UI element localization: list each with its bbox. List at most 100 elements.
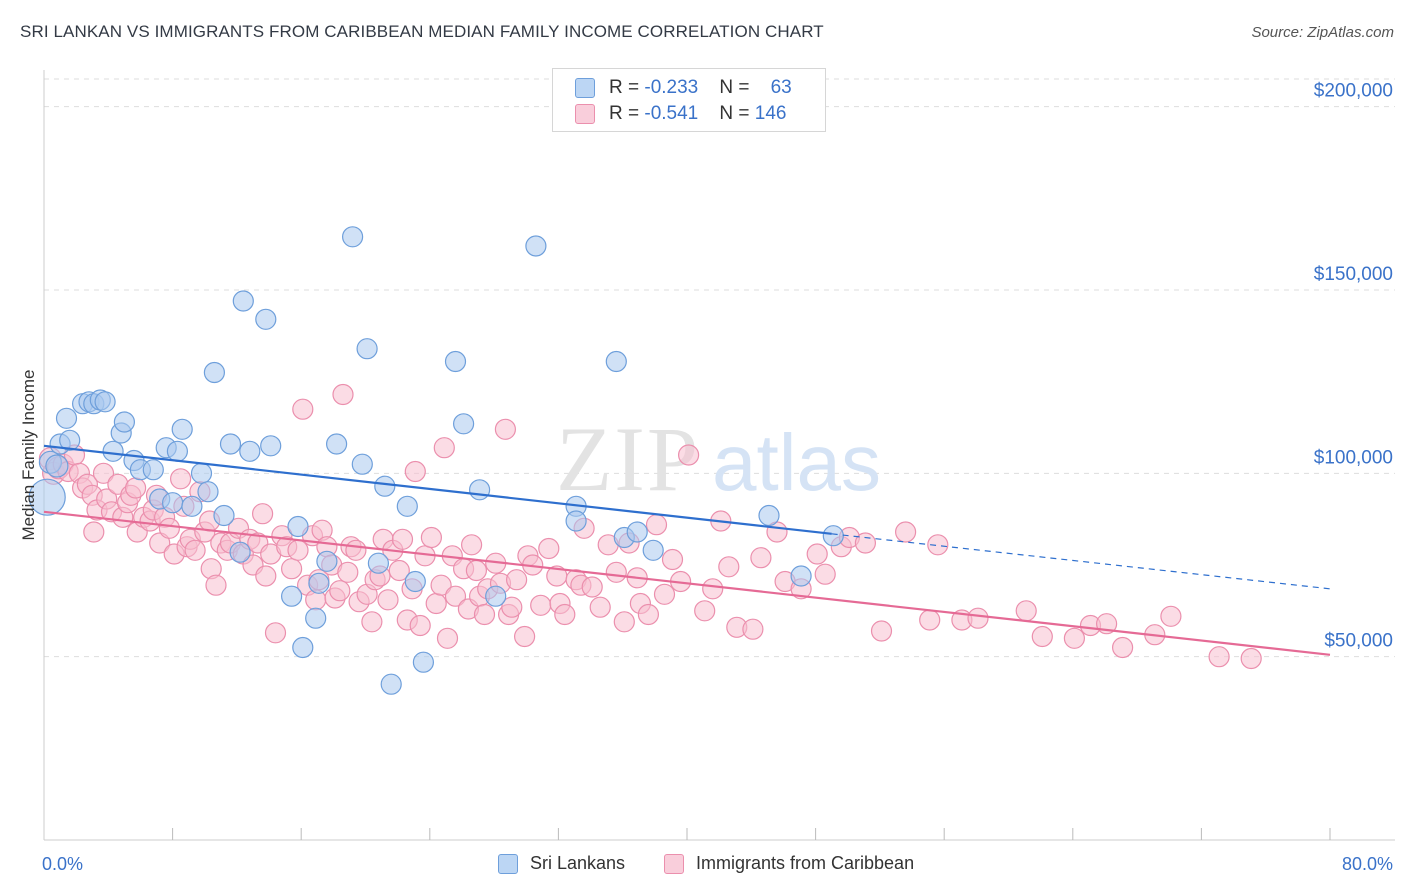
- srilankan-point-32: [260, 435, 282, 457]
- caribbean-point-135: [750, 547, 772, 569]
- caribbean-point-82: [409, 614, 431, 637]
- srilankan-point-49: [444, 350, 467, 373]
- srilankan-point-56: [605, 350, 627, 373]
- srilankan-point-24: [197, 481, 219, 503]
- caribbean-point-150: [1015, 600, 1037, 622]
- caribbean-point-88: [436, 627, 459, 649]
- caribbean-point-103: [505, 569, 528, 591]
- watermark-zip: ZIP: [556, 408, 700, 510]
- srilankan-point-44: [374, 475, 396, 497]
- srilankan-point-33: [281, 585, 303, 607]
- srilankan-point-48: [412, 651, 434, 673]
- x-tick-label-min: 0.0%: [42, 854, 83, 874]
- srilankan-point-20: [166, 440, 188, 462]
- srilankan-point-37: [308, 572, 330, 594]
- srilankan-point-60: [758, 504, 780, 527]
- caribbean-point-19: [125, 477, 147, 499]
- caribbean-point-129: [694, 600, 716, 622]
- caribbean-point-100: [494, 418, 516, 440]
- caribbean-point-108: [538, 537, 560, 560]
- blue-swatch: [498, 854, 518, 874]
- caribbean-point-151: [1031, 625, 1053, 648]
- caribbean-point-124: [645, 514, 668, 536]
- srilankan-point-23: [190, 462, 213, 484]
- srilankan-point-30: [232, 290, 254, 312]
- srilankan-point-27: [219, 433, 242, 455]
- caribbean-point-146: [919, 609, 941, 631]
- srilankan-point-31: [255, 308, 277, 330]
- caribbean-point-132: [718, 556, 740, 578]
- srilankan-point-58: [626, 521, 648, 543]
- caribbean-point-64: [329, 580, 351, 602]
- srilankan-point-51: [469, 479, 491, 501]
- caribbean-point-123: [637, 603, 660, 626]
- srilankan-point-47: [404, 570, 426, 593]
- y-tick-label-1: $100,000: [1314, 447, 1393, 468]
- caribbean-point-144: [870, 620, 893, 642]
- caribbean-point-104: [513, 625, 536, 648]
- srilankan-point-52: [485, 585, 507, 607]
- legend-label-caribbean: Immigrants from Caribbean: [696, 853, 915, 873]
- caribbean-point-116: [589, 596, 611, 618]
- srilankan-point-34: [287, 515, 309, 538]
- caribbean-point-53: [281, 558, 303, 580]
- srilankan-point-40: [342, 226, 364, 248]
- caribbean-point-152: [1063, 627, 1086, 649]
- series-legend: Sri Lankans Immigrants from Caribbean: [0, 852, 1406, 878]
- srilankan-point-39: [326, 433, 348, 455]
- srilankan-point-2: [45, 454, 69, 478]
- x-tick-label-max: 80.0%: [1342, 854, 1393, 874]
- srilankan-point-0: [28, 478, 66, 516]
- caribbean-point-71: [361, 611, 383, 633]
- srilankan-point-38: [316, 550, 338, 572]
- caribbean-point-118: [605, 561, 627, 583]
- chart-title: SRI LANKAN VS IMMIGRANTS FROM CARIBBEAN …: [20, 22, 824, 41]
- srilankan-points: [28, 226, 844, 695]
- caribbean-point-143: [854, 532, 877, 554]
- watermark: ZIP atlas: [556, 408, 881, 510]
- caribbean-point-27: [158, 517, 180, 539]
- stats-legend: R = -0.233 N = 63 R = -0.541 N = 146: [552, 68, 826, 132]
- caribbean-point-48: [255, 565, 277, 587]
- srilankan-point-45: [380, 673, 402, 695]
- caribbean-point-115: [581, 576, 603, 598]
- caribbean-point-84: [420, 526, 442, 549]
- srilankan-point-29: [239, 440, 261, 462]
- caribbean-point-96: [473, 603, 496, 626]
- srilankan-point-28: [229, 541, 251, 563]
- source-credit: Source: ZipAtlas.com: [1251, 24, 1394, 41]
- caribbean-point-75: [377, 589, 399, 611]
- srilankan-point-62: [822, 525, 844, 547]
- srilankan-point-46: [396, 495, 418, 517]
- y-tick-label-3: $200,000: [1314, 81, 1393, 102]
- caribbean-point-94: [465, 559, 487, 582]
- caribbean-point-86: [430, 574, 452, 596]
- caribbean-point-33: [184, 539, 206, 561]
- watermark-atlas: atlas: [712, 418, 881, 507]
- blue-swatch: [575, 78, 595, 98]
- caribbean-point-25: [149, 532, 171, 554]
- srilankan-point-4: [55, 407, 78, 429]
- pink-swatch: [664, 854, 684, 874]
- srilankan-point-59: [642, 539, 664, 561]
- caribbean-point-140: [814, 563, 836, 585]
- srilankan-point-10: [94, 391, 116, 413]
- caribbean-point-126: [661, 548, 684, 571]
- legend-label-srilankans: Sri Lankans: [530, 853, 626, 873]
- caribbean-point-55: [292, 398, 314, 420]
- y-tick-label-0: $50,000: [1324, 631, 1393, 652]
- tick-labels: $50,000 $100,000 $150,000 $200,000 0.0% 80.0%…: [19, 81, 1393, 874]
- srilankan-point-22: [181, 495, 203, 517]
- caribbean-point-38: [205, 574, 227, 596]
- caribbean-point-145: [894, 521, 917, 543]
- srilankan-point-26: [213, 504, 235, 527]
- caribbean-point-159: [1240, 647, 1262, 670]
- caribbean-point-54: [287, 539, 309, 561]
- caribbean-point-149: [967, 607, 989, 629]
- srilankan-point-61: [790, 565, 812, 587]
- caribbean-point-125: [653, 583, 676, 605]
- caribbean-point-65: [332, 383, 354, 406]
- caribbean-point-130: [702, 578, 724, 600]
- srilankan-trend-extension: [831, 533, 1331, 590]
